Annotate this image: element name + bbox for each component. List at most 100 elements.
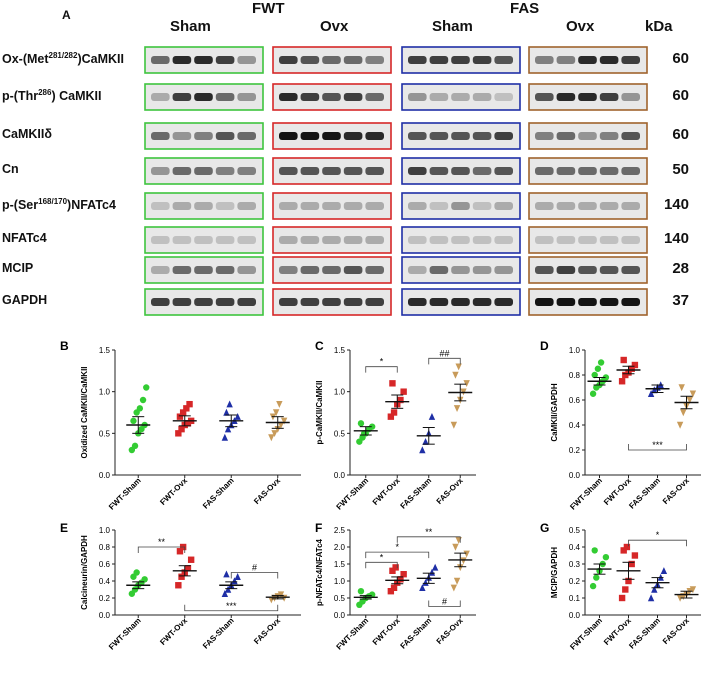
x-tick-label: FWT-Ovx — [158, 476, 189, 507]
data-point — [176, 413, 184, 420]
y-tick-label: 0.0 — [334, 471, 346, 480]
data-point — [651, 386, 658, 394]
data-point — [618, 378, 626, 385]
blot-band — [151, 236, 170, 244]
data-point — [622, 586, 629, 593]
blot-band — [322, 266, 341, 274]
y-axis-label: CaMKII/GAPDH — [550, 383, 559, 441]
blot-band — [472, 93, 492, 101]
data-point — [453, 577, 461, 585]
blot-box — [401, 157, 521, 185]
blot-band — [535, 298, 554, 306]
x-tick-label: FAS-Sham — [627, 476, 662, 511]
blot-band — [578, 298, 597, 306]
chart-panel-letter: F — [315, 521, 322, 535]
y-tick-label: 0.4 — [569, 543, 581, 552]
significance-bracket — [428, 357, 461, 365]
blot-band — [343, 266, 363, 274]
significance-label: *** — [226, 601, 237, 611]
data-point — [224, 425, 232, 433]
blot-row-kda: 28 — [672, 260, 689, 277]
blot-band — [599, 236, 619, 244]
blot-band — [472, 167, 492, 175]
blot-band — [429, 93, 449, 101]
blot-box — [528, 192, 648, 220]
blot-band — [237, 266, 256, 274]
blot-band — [365, 93, 384, 101]
x-tick-label: FAS-Ovx — [661, 476, 691, 506]
column-title-fas-sham: Sham — [432, 18, 473, 35]
blot-band — [494, 56, 513, 64]
blot-box — [144, 122, 264, 150]
blot-band — [472, 56, 492, 64]
blot-row-label: MCIP — [2, 261, 34, 275]
blot-box — [528, 157, 648, 185]
chart-panel-letter: B — [60, 339, 69, 353]
blot-band — [429, 132, 449, 140]
blot-band — [151, 266, 170, 274]
blot-band — [237, 236, 256, 244]
data-point — [178, 573, 185, 580]
y-tick-label: 0.6 — [569, 396, 581, 405]
data-point — [450, 584, 458, 592]
blot-band — [322, 202, 341, 210]
data-point — [455, 363, 462, 371]
blot-band — [194, 167, 213, 175]
blot-band — [429, 266, 449, 274]
blot-band — [172, 298, 192, 306]
blot-band — [578, 236, 597, 244]
blot-band — [556, 298, 576, 306]
chart-panel-letter: E — [60, 521, 68, 535]
data-point — [277, 421, 285, 429]
data-point — [221, 590, 229, 597]
blot-band — [429, 167, 449, 175]
blot-band — [343, 202, 363, 210]
x-tick-label: FAS-Ovx — [435, 476, 465, 506]
data-point — [623, 543, 631, 551]
data-point — [450, 421, 458, 429]
y-tick-label: 1.0 — [334, 577, 346, 586]
blot-band — [194, 298, 213, 306]
chart-panel-letter: G — [540, 521, 549, 535]
y-tick-label: 0.4 — [569, 421, 581, 430]
y-axis-label: p-CaMKII/CaMKII — [315, 381, 324, 445]
y-tick-label: 0.0 — [99, 611, 111, 620]
blot-band — [300, 202, 320, 210]
data-point — [422, 437, 429, 445]
data-point — [234, 573, 241, 580]
data-point — [618, 594, 626, 602]
blot-box — [401, 256, 521, 284]
data-point — [221, 433, 229, 441]
data-point — [680, 409, 687, 417]
blot-band — [535, 93, 554, 101]
blot-band — [451, 56, 470, 64]
blot-box — [272, 226, 392, 254]
y-axis-label: p-NFATc4/NFATc4 — [315, 538, 324, 606]
y-tick-label: 0.0 — [99, 471, 111, 480]
data-point — [175, 582, 182, 589]
blot-band — [578, 202, 597, 210]
blot-band — [535, 266, 554, 274]
y-tick-label: 0.0 — [569, 471, 581, 480]
y-tick-label: 1.0 — [99, 388, 111, 397]
significance-label: * — [395, 542, 399, 552]
blot-box — [401, 192, 521, 220]
blot-band — [365, 202, 384, 210]
blot-band — [279, 202, 298, 210]
blot-grid — [144, 46, 648, 316]
y-tick-label: 0.6 — [99, 560, 111, 569]
data-point — [620, 547, 627, 554]
blot-band — [172, 266, 192, 274]
blot-band — [365, 298, 384, 306]
data-point — [400, 388, 407, 395]
blot-band — [621, 132, 640, 140]
column-title-fas-ovx: Ovx — [566, 18, 595, 35]
blot-band — [194, 56, 213, 64]
blot-row-kda: 60 — [672, 50, 689, 67]
blot-band — [343, 132, 363, 140]
blot-band — [556, 236, 576, 244]
blot-band — [472, 202, 492, 210]
significance-label: ## — [439, 348, 449, 358]
y-tick-label: 0.5 — [569, 526, 581, 535]
